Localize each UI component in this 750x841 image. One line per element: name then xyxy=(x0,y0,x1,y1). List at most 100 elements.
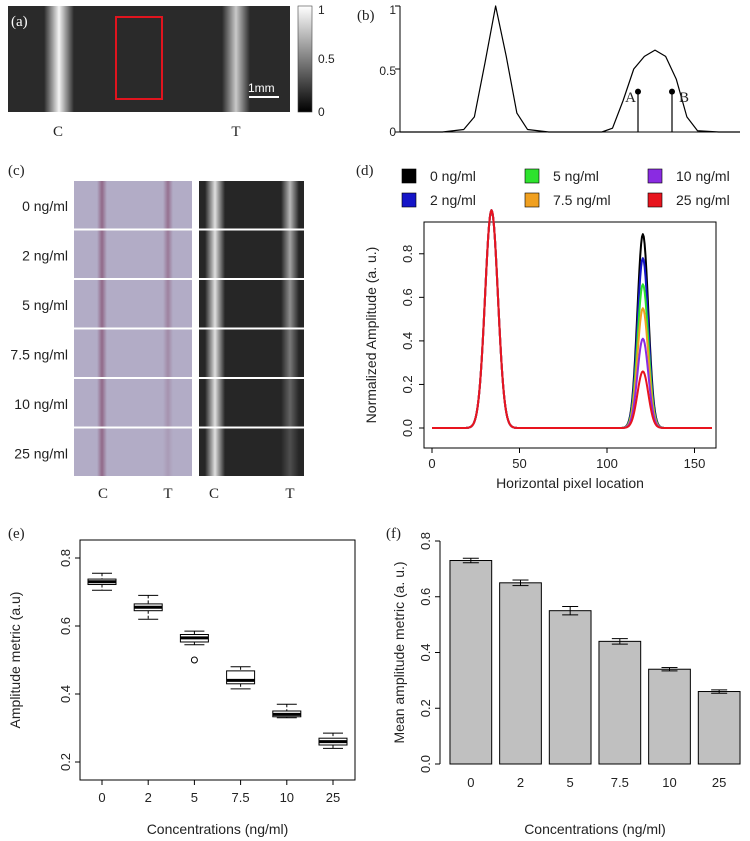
photo-strip-1 xyxy=(74,230,192,278)
panel-a: 1mm (a) 1 0.5 0 C T xyxy=(8,3,335,140)
panel-a-label: (a) xyxy=(11,14,28,30)
legend-swatch-4 xyxy=(647,168,663,184)
panel-d-series-0 xyxy=(431,209,713,429)
processed-strip-t-band xyxy=(281,329,299,377)
colorbar-tick-05: 0.5 xyxy=(318,52,335,66)
panel-f-xtick-label: 5 xyxy=(567,775,574,790)
panel-e-ytick-label: 0.8 xyxy=(58,549,73,567)
legend-label-3: 7.5 ng/ml xyxy=(553,192,611,208)
panel-f-ytick-label: 0.0 xyxy=(418,755,433,773)
processed-strip-c-band xyxy=(205,181,225,229)
row-label-5: 25 ng/ml xyxy=(14,445,68,461)
panel-f-xtick-label: 2 xyxy=(517,775,524,790)
legend-swatch-2 xyxy=(524,168,540,184)
panel-d-xtick-label: 0 xyxy=(428,456,435,471)
row-label-2: 5 ng/ml xyxy=(22,297,68,313)
panel-c-strips: 0 ng/ml 2 ng/ml 5 ng/ml 7.5 ng/ml 10 ng/ml 25… xyxy=(10,181,304,476)
panel-c: (c) 0 ng/ml 2 ng/ml 5 ng/ml 7.5 ng/ml 10 ng/… xyxy=(8,163,304,502)
colorbar-tick-1: 1 xyxy=(318,3,325,17)
photo-strip-c-line xyxy=(97,379,107,427)
panel-b-ytick-05: 0.5 xyxy=(379,64,396,78)
panel-d-frame xyxy=(423,221,717,449)
panel-f-ytick-label: 0.8 xyxy=(418,532,433,550)
bar-2 xyxy=(548,610,592,765)
processed-strip-t-band xyxy=(281,280,299,328)
panel-a-band-c xyxy=(44,6,74,112)
panel-e-xtick-label: 0 xyxy=(98,790,105,805)
photo-strip-c-line xyxy=(97,280,107,328)
panel-a-t-label: T xyxy=(231,124,240,140)
photo-strip-t-line xyxy=(163,230,173,278)
processed-t-label: T xyxy=(285,486,294,502)
row-label-0: 0 ng/ml xyxy=(22,198,68,214)
row-label-3: 7.5 ng/ml xyxy=(10,346,68,362)
panel-c-label: (c) xyxy=(8,163,25,179)
panel-d-xtick-label: 150 xyxy=(684,456,706,471)
panel-d-ytick-label: 0.6 xyxy=(400,288,415,306)
legend-label-0: 0 ng/ml xyxy=(430,168,476,184)
legend-swatch-3 xyxy=(524,192,540,208)
panel-d: (d) 0 50 100 150 0.0 0.2 0.4 0.6 0.8 Horizontal p… xyxy=(356,163,730,491)
legend-label-1: 2 ng/ml xyxy=(430,192,476,208)
panel-e-xtick-label: 7.5 xyxy=(232,790,250,805)
processed-strip-t-band xyxy=(281,428,299,476)
photo-strip-3 xyxy=(74,329,192,377)
panel-e-xtick-label: 10 xyxy=(280,790,294,805)
panel-f-plot: 0.00.20.40.60.80 2 5 7.5 10 25Concentrations … xyxy=(391,532,741,837)
photo-strip-t-line xyxy=(163,329,173,377)
panel-a-roi xyxy=(115,16,163,100)
photo-strip-c-line xyxy=(97,181,107,229)
panel-f-ytick-label: 0.4 xyxy=(418,643,433,661)
panel-d-series-4 xyxy=(431,209,713,429)
panel-b-ytick-0: 0 xyxy=(389,125,396,139)
panel-b-ytick-1: 1 xyxy=(389,3,396,17)
marker-b-label: B xyxy=(679,90,689,106)
panel-e-ytick-label: 0.4 xyxy=(58,685,73,703)
colorbar xyxy=(297,5,313,113)
panel-d-ytick-label: 0.8 xyxy=(400,245,415,263)
processed-strip-c-band xyxy=(205,379,225,427)
photo-strip-t-line xyxy=(163,181,173,229)
panel-d-series-5 xyxy=(431,209,713,429)
panel-e-xtick-label: 5 xyxy=(191,790,198,805)
panel-b-label: (b) xyxy=(357,8,375,24)
photo-strip-t-line xyxy=(163,379,173,427)
processed-strip-c-band xyxy=(205,280,225,328)
panel-d-y-axis-label: Normalized Amplitude (a. u.) xyxy=(363,247,379,424)
processed-strip-t-band xyxy=(281,230,299,278)
panel-d-label: (d) xyxy=(356,163,374,179)
photo-strip-5 xyxy=(74,428,192,476)
processed-strip-c-band xyxy=(205,329,225,377)
panel-e-y-axis-label: Amplitude metric (a.u) xyxy=(7,592,23,729)
panel-f-ytick-label: 0.6 xyxy=(418,588,433,606)
bar-0 xyxy=(449,560,493,765)
panel-d-series-1 xyxy=(431,209,713,429)
photo-strip-c-line xyxy=(97,230,107,278)
legend-swatch-1 xyxy=(401,192,417,208)
panel-d-series-2 xyxy=(431,209,713,429)
panel-b-plot xyxy=(395,5,740,133)
legend-swatch-5 xyxy=(647,192,663,208)
photo-c-label: C xyxy=(98,486,108,502)
bar-4 xyxy=(648,668,691,765)
photo-strip-t-line xyxy=(163,280,173,328)
panel-f-xtick-label: 7.5 xyxy=(611,775,629,790)
panel-f-xtick-label: 0 xyxy=(467,775,474,790)
panel-d-ytick-label: 0.0 xyxy=(400,419,415,437)
panel-e-xtick-label: 25 xyxy=(326,790,340,805)
photo-t-label: T xyxy=(163,486,172,502)
colorbar-tick-0: 0 xyxy=(318,105,325,119)
panel-f-xtick-label: 25 xyxy=(712,775,726,790)
panel-d-series-3 xyxy=(431,209,713,429)
panel-e-frame xyxy=(79,539,356,781)
marker-b-point xyxy=(669,88,675,95)
photo-strip-c-line xyxy=(97,428,107,476)
scale-bar-label: 1mm xyxy=(248,81,275,95)
panel-f-ytick-label: 0.2 xyxy=(418,699,433,717)
panel-e: (e) 0.20.40.60.80 2 5 7.5 10 25Concentrations… xyxy=(7,526,356,837)
legend-label-4: 10 ng/ml xyxy=(676,168,730,184)
box-outlier xyxy=(190,656,198,664)
bar-5 xyxy=(697,691,741,765)
